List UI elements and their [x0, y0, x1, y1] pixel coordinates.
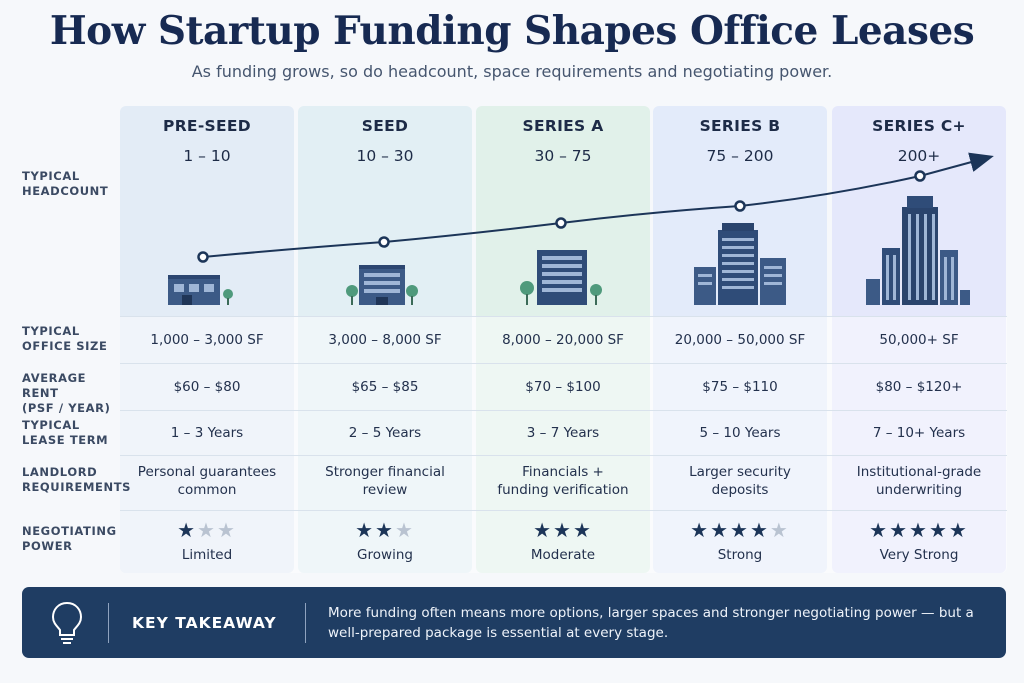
landlord-value: Personal guarantees common [137, 464, 277, 498]
star-rating: ★★★★★ [832, 520, 1006, 540]
key-takeaway-banner: KEY TAKEAWAY More funding often means mo… [22, 587, 1006, 658]
growth-marker-icon [197, 170, 926, 263]
star-rating: ★★★ [476, 520, 650, 540]
rent-value: $75 – $110 [702, 379, 778, 395]
stage-name: SEED [361, 117, 409, 135]
table-body [120, 316, 1007, 573]
star-filled-icon: ★ [928, 518, 949, 542]
high-rise-cluster-icon [694, 223, 786, 305]
office-size-value: 8,000 – 20,000 SF [502, 332, 624, 348]
star-empty-icon: ★ [394, 518, 415, 542]
row-divider [120, 363, 1007, 364]
star-filled-icon: ★ [177, 518, 198, 542]
row-label-lease-term: TYPICAL LEASE TERM [22, 418, 109, 447]
star-empty-icon: ★ [216, 518, 237, 542]
row-divider [120, 316, 1007, 317]
headcount-value: 1 – 10 [183, 147, 231, 165]
star-filled-icon: ★ [710, 518, 731, 542]
lightbulb-icon [51, 601, 83, 644]
column-series-b [653, 106, 827, 573]
office-building-icon [346, 265, 418, 305]
banner-divider [305, 603, 306, 643]
power-label: Limited [181, 547, 233, 563]
key-takeaway-label: KEY TAKEAWAY [132, 614, 277, 632]
growth-trend-line [202, 152, 994, 258]
power-label: Growing [357, 547, 413, 563]
power-label: Moderate [530, 547, 596, 563]
star-filled-icon: ★ [948, 518, 969, 542]
star-empty-icon: ★ [769, 518, 790, 542]
column-pre-seed [120, 106, 294, 573]
power-label: Strong [717, 547, 763, 563]
rent-value: $65 – $85 [351, 379, 419, 395]
star-rating: ★★★ [120, 520, 294, 540]
rent-value: $80 – $120+ [875, 379, 963, 395]
star-filled-icon: ★ [533, 518, 554, 542]
page-subtitle: As funding grows, so do headcount, space… [191, 62, 833, 81]
row-label-negotiating: NEGOTIATING POWER [22, 524, 117, 553]
office-size-value: 1,000 – 3,000 SF [150, 332, 264, 348]
lease-term-value: 3 – 7 Years [526, 425, 600, 441]
landlord-value: Stronger financial review [325, 464, 445, 498]
row-label-rent: AVERAGE RENT (PSF / YEAR) [22, 371, 111, 415]
landlord-value: Institutional-grade underwriting [856, 464, 982, 498]
stage-name: SERIES B [699, 117, 781, 135]
headcount-value: 10 – 30 [356, 147, 414, 165]
lease-term-value: 5 – 10 Years [699, 425, 781, 441]
star-filled-icon: ★ [869, 518, 890, 542]
headcount-value: 75 – 200 [706, 147, 774, 165]
column-series-a [476, 106, 650, 573]
row-label-landlord: LANDLORD REQUIREMENTS [22, 465, 132, 494]
star-filled-icon: ★ [572, 518, 593, 542]
landlord-value: Financials + funding verification [497, 464, 629, 498]
power-label: Very Strong [879, 547, 959, 563]
stage-name: PRE-SEED [163, 117, 251, 135]
column-series-c [832, 106, 1006, 573]
small-office-building-icon [168, 275, 233, 305]
office-size-value: 20,000 – 50,000 SF [674, 332, 806, 348]
headcount-value: 200+ [897, 147, 941, 165]
star-filled-icon: ★ [355, 518, 376, 542]
headcount-value: 30 – 75 [534, 147, 592, 165]
banner-divider [108, 603, 109, 643]
mid-rise-building-icon [520, 250, 602, 305]
office-size-value: 50,000+ SF [879, 332, 959, 348]
key-takeaway-text: More funding often means more options, l… [328, 605, 974, 641]
star-filled-icon: ★ [375, 518, 395, 542]
rent-value: $60 – $80 [173, 379, 241, 395]
page-title: How Startup Funding Shapes Office Leases [49, 8, 975, 54]
star-filled-icon: ★ [749, 518, 770, 542]
column-seed [298, 106, 472, 573]
row-label-headcount: TYPICAL HEADCOUNT [22, 169, 109, 198]
star-filled-icon: ★ [909, 518, 929, 542]
star-filled-icon: ★ [889, 518, 910, 542]
row-divider [120, 455, 1007, 456]
skyscraper-cluster-icon [866, 196, 970, 305]
row-label-office-size: TYPICAL OFFICE SIZE [22, 324, 108, 353]
star-rating: ★★★ [298, 520, 472, 540]
row-divider [120, 510, 1007, 511]
lease-term-value: 1 – 3 Years [170, 425, 244, 441]
star-filled-icon: ★ [730, 518, 750, 542]
stage-name: SERIES A [522, 117, 604, 135]
landlord-value: Larger security deposits [689, 464, 791, 498]
lease-term-value: 2 – 5 Years [348, 425, 422, 441]
star-filled-icon: ★ [690, 518, 711, 542]
star-empty-icon: ★ [197, 518, 217, 542]
office-size-value: 3,000 – 8,000 SF [328, 332, 442, 348]
star-filled-icon: ★ [553, 518, 573, 542]
row-divider [120, 410, 1007, 411]
rent-value: $70 – $100 [525, 379, 601, 395]
star-rating: ★★★★★ [653, 520, 827, 540]
stage-name: SERIES C+ [872, 117, 966, 135]
lease-term-value: 7 – 10+ Years [872, 425, 966, 441]
